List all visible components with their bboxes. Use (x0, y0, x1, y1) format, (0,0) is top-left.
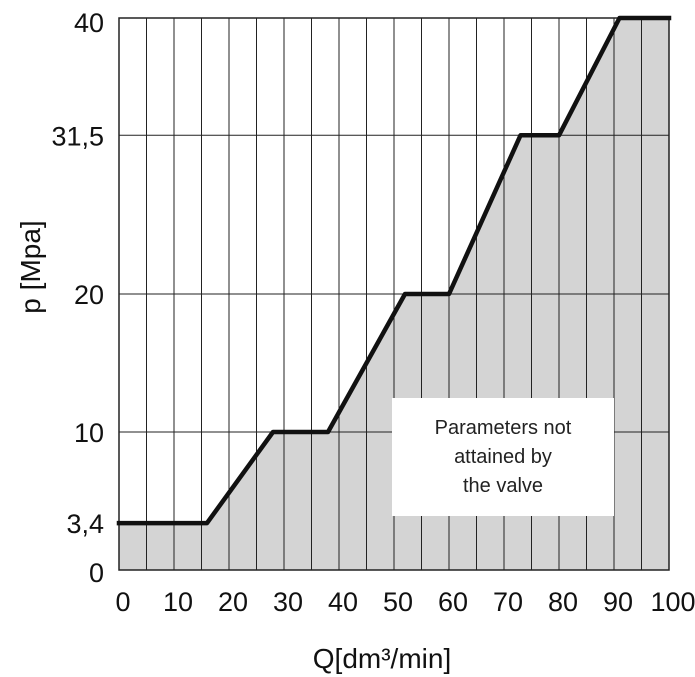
plot-frame (118, 17, 670, 571)
x-tick-label: 70 (493, 587, 523, 617)
max-pressure-line (116, 15, 672, 526)
annotation-line: the valve (463, 475, 543, 497)
x-tick-label: 40 (328, 587, 358, 617)
x-tick-label: 10 (163, 587, 193, 617)
annotation-layer: Parameters not attained by the valve (392, 398, 614, 516)
x-tick-label: 50 (383, 587, 413, 617)
y-tick-label: 3,4 (66, 509, 104, 539)
y-tick-label: 31,5 (51, 121, 104, 151)
x-axis-title: Q[dm³/min] (313, 643, 451, 674)
x-tick-labels: 0 10 20 30 40 50 60 70 80 90 100 (115, 587, 695, 617)
x-tick-label: 0 (115, 587, 130, 617)
y-tick-label: 20 (74, 280, 104, 310)
annotation-line: Parameters not (435, 417, 572, 439)
y-tick-label: 40 (74, 8, 104, 38)
x-tick-label: 30 (273, 587, 303, 617)
annotation-box (392, 398, 614, 516)
max-pressure-line-layer (116, 15, 672, 526)
y-tick-label: 0 (89, 558, 104, 588)
y-axis-title: p [Mpa] (15, 220, 46, 313)
x-tick-label: 80 (548, 587, 578, 617)
y-tick-labels: 0 3,4 10 20 31,5 40 (51, 8, 104, 588)
x-tick-label: 60 (438, 587, 468, 617)
x-tick-label: 100 (650, 587, 695, 617)
annotation-line: attained by (454, 446, 552, 468)
x-tick-label: 90 (603, 587, 633, 617)
y-tick-label: 10 (74, 418, 104, 448)
x-tick-label: 20 (218, 587, 248, 617)
